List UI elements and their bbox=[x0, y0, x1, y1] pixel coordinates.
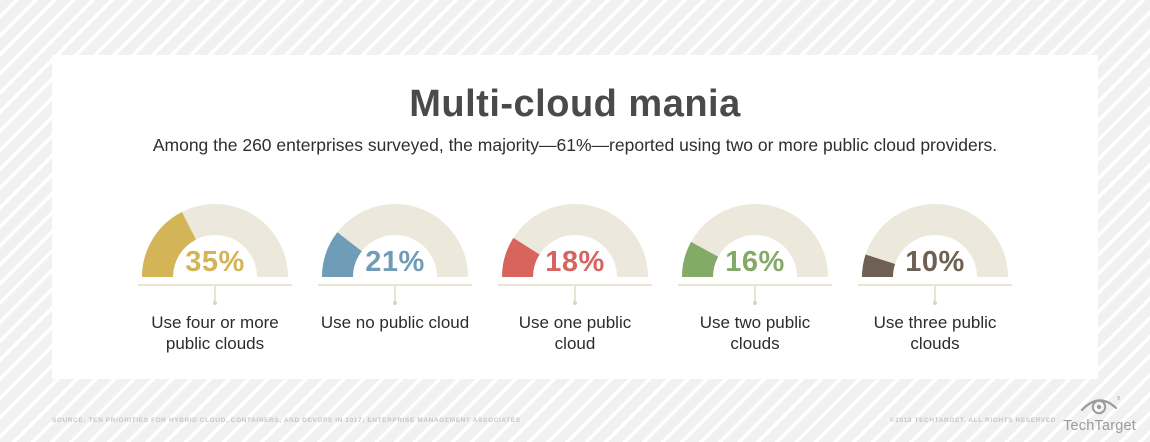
gauge-value: 35% bbox=[185, 246, 245, 278]
svg-text:®: ® bbox=[1117, 395, 1120, 402]
gauge-baseline bbox=[678, 284, 832, 286]
gauge-baseline bbox=[858, 284, 1012, 286]
gauge-tick-dot bbox=[933, 301, 937, 305]
page-subtitle: Among the 260 enterprises surveyed, the … bbox=[152, 135, 998, 155]
gauge-tick bbox=[574, 286, 576, 301]
gauge-label: Use four or more public clouds bbox=[151, 313, 279, 354]
gauge-tick bbox=[394, 286, 396, 301]
gauge-label: Use one public cloud bbox=[518, 313, 632, 354]
gauge-baseline bbox=[318, 284, 472, 286]
gauge-tick bbox=[214, 286, 216, 301]
gauge-tick bbox=[934, 286, 936, 301]
gauge-label: Use three public clouds bbox=[873, 313, 997, 354]
gauge-tick-dot bbox=[753, 301, 757, 305]
gauge-label: Use no public cloud bbox=[320, 313, 470, 332]
gauge-arc bbox=[142, 204, 288, 277]
gauge-baseline bbox=[138, 284, 292, 286]
gauge-5: 10% Use three public clouds bbox=[852, 202, 1018, 355]
gauge-row: 35% Use four or more public clouds 21% Use … bbox=[132, 202, 1018, 355]
gauge-tick-dot bbox=[393, 301, 397, 305]
gauge-1: 35% Use four or more public clouds bbox=[132, 202, 298, 355]
gauge-value: 10% bbox=[905, 246, 965, 278]
copyright-text: ©2018 TECHTARGET. ALL RIGHTS RESERVED bbox=[889, 416, 1057, 424]
techtarget-eye-target-icon: ® bbox=[1080, 395, 1121, 420]
gauge-4: 16% Use two public clouds bbox=[672, 202, 838, 355]
page-title: Multi-cloud mania bbox=[409, 83, 741, 125]
gauge-arc bbox=[502, 204, 648, 277]
gauge-arc bbox=[682, 204, 828, 277]
gauge-tick-dot bbox=[573, 301, 577, 305]
gauge-arc bbox=[322, 204, 468, 277]
footer: SOURCE: TEN PRIORITIES FOR HYBRID CLOUD,… bbox=[52, 395, 1136, 436]
gauge-value: 18% bbox=[545, 246, 605, 278]
logo-wordmark: TechTarget bbox=[1063, 417, 1136, 434]
infographic-card: Multi-cloud mania Among the 260 enterpri… bbox=[52, 55, 1098, 379]
gauge-2: 21% Use no public cloud bbox=[312, 202, 478, 355]
gauge-tick-dot bbox=[213, 301, 217, 305]
gauge-value: 16% bbox=[725, 246, 785, 278]
gauge-3: 18% Use one public cloud bbox=[492, 202, 658, 355]
gauge-label: Use two public clouds bbox=[699, 313, 811, 354]
gauge-arc bbox=[862, 204, 1008, 277]
gauge-baseline bbox=[498, 284, 652, 286]
source-credit: SOURCE: TEN PRIORITIES FOR HYBRID CLOUD,… bbox=[52, 416, 521, 424]
gauge-value: 21% bbox=[365, 246, 425, 278]
footer-right: ©2018 TECHTARGET. ALL RIGHTS RESERVED ® … bbox=[889, 395, 1136, 434]
gauge-tick bbox=[754, 286, 756, 301]
techtarget-logo: ® TechTarget bbox=[1063, 395, 1136, 434]
